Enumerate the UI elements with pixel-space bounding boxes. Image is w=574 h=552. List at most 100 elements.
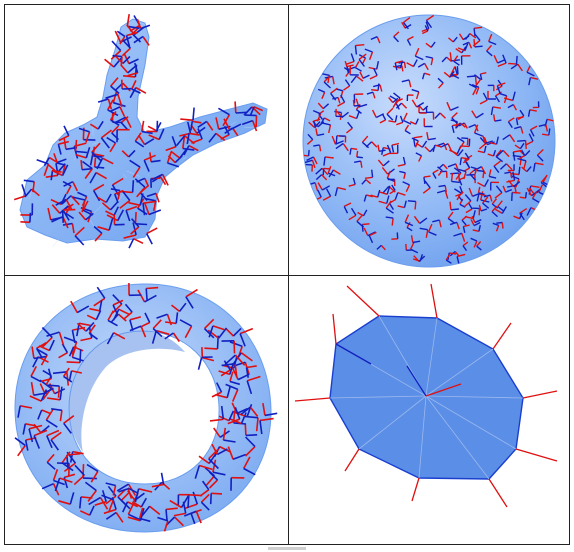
blue-vector — [328, 169, 334, 178]
red-vector — [93, 297, 106, 307]
red-vector — [112, 177, 124, 186]
red-vector — [253, 106, 264, 112]
blue-vector — [514, 126, 522, 130]
red-vector — [404, 214, 410, 223]
blue-vector — [107, 485, 117, 497]
blue-vector — [28, 428, 34, 443]
red-vector — [311, 159, 316, 169]
red-vector — [31, 346, 35, 359]
red-vector — [128, 201, 141, 207]
blue-vector — [507, 121, 513, 128]
red-vector — [48, 156, 58, 164]
red-vector — [518, 154, 526, 160]
blue-vector — [401, 79, 410, 83]
red-vector — [495, 85, 503, 91]
red-vector — [443, 142, 448, 151]
red-vector — [46, 429, 60, 437]
blue-vector — [492, 222, 499, 227]
red-vector — [106, 99, 114, 111]
blue-vector — [504, 171, 511, 174]
red-vector — [215, 393, 228, 399]
red-vector — [426, 15, 435, 21]
red-vector — [461, 157, 469, 160]
red-vector — [406, 221, 411, 228]
blue-vector — [497, 205, 505, 212]
blue-vector — [201, 480, 210, 491]
blue-vector — [362, 74, 370, 79]
blue-vector — [417, 62, 425, 68]
blue-vector — [76, 305, 90, 314]
blue-vector — [371, 169, 374, 178]
blue-vector — [131, 180, 135, 193]
blue-vector — [418, 255, 426, 262]
blue-vector — [532, 197, 540, 204]
blue-vector — [404, 221, 414, 227]
red-vector — [227, 446, 234, 460]
red-vector — [323, 117, 331, 122]
red-vector — [379, 84, 383, 92]
mesh-edge — [111, 95, 122, 100]
red-vector — [110, 77, 119, 87]
blue-vector — [450, 73, 460, 79]
red-vector — [477, 181, 485, 188]
red-vector — [91, 142, 101, 153]
blue-vector — [246, 404, 253, 418]
red-vector — [401, 102, 408, 109]
red-vector — [165, 507, 178, 511]
red-vector — [348, 183, 356, 187]
blue-vector — [113, 206, 120, 216]
mesh-edge — [425, 317, 438, 397]
blue-vector — [322, 122, 331, 126]
red-vector — [425, 42, 432, 48]
blue-vector — [540, 181, 548, 188]
blue-vector — [81, 168, 92, 171]
blue-vector — [321, 185, 331, 191]
blue-vector — [403, 200, 407, 208]
blue-vector — [455, 122, 461, 129]
blue-vector — [237, 373, 250, 381]
red-vector — [117, 313, 127, 322]
blue-vector — [466, 75, 476, 78]
blue-vector — [513, 181, 521, 188]
red-vector — [515, 448, 558, 462]
blue-vector — [82, 160, 93, 170]
blue-vector — [165, 509, 168, 522]
red-vector — [188, 132, 200, 136]
blue-vector — [184, 510, 197, 517]
blue-vector — [85, 212, 94, 221]
red-vector — [493, 160, 501, 167]
red-vector — [126, 13, 130, 27]
red-vector — [456, 222, 460, 230]
red-vector — [497, 62, 507, 67]
red-vector — [480, 191, 484, 201]
red-vector — [422, 187, 431, 194]
red-vector — [78, 322, 92, 327]
blue-vector — [373, 68, 378, 76]
blue-vector — [375, 113, 385, 119]
blue-vector — [192, 491, 199, 505]
blue-vector — [122, 39, 131, 49]
red-vector — [397, 191, 406, 196]
blue-vector — [474, 45, 483, 48]
red-vector — [234, 354, 246, 366]
red-vector — [308, 121, 316, 129]
blue-vector — [128, 58, 139, 65]
red-vector — [506, 179, 515, 183]
red-vector — [51, 204, 61, 214]
red-vector — [74, 226, 85, 237]
red-vector — [342, 143, 349, 152]
blue-vector — [223, 439, 236, 443]
blue-vector — [350, 75, 357, 84]
blue-vector — [376, 61, 380, 70]
blue-vector — [356, 220, 365, 228]
red-vector — [82, 200, 89, 211]
red-vector — [239, 327, 254, 335]
blue-vector — [473, 221, 481, 227]
blue-vector — [368, 235, 374, 244]
blue-vector — [158, 128, 165, 140]
blue-vector — [105, 193, 112, 203]
blue-vector — [490, 106, 494, 116]
red-vector — [109, 110, 117, 121]
red-vector — [389, 189, 396, 195]
blue-vector — [69, 492, 75, 505]
